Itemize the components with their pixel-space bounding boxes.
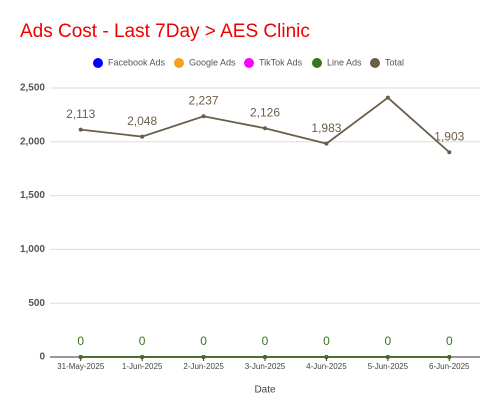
legend-marker [312,58,322,68]
point [447,150,452,155]
y-tick-label: 500 [28,298,45,309]
data-label: 2,113 [66,107,95,121]
point [263,355,267,359]
point [385,95,390,100]
point [78,127,83,132]
data-label: 0 [323,334,330,348]
legend-marker [93,58,103,68]
point [78,355,83,359]
data-label: 0 [385,334,392,348]
legend-label: Total [385,57,404,67]
x-tick-label: 3-Jun-2025 [245,362,286,371]
data-label: 2,048 [127,114,157,128]
point [140,355,145,359]
data-label: 1,983 [311,121,341,135]
point [140,134,145,139]
data-label: 2,126 [250,105,280,119]
y-tick-label: 0 [39,352,45,363]
y-tick-label: 2,500 [20,83,45,94]
point [201,355,206,359]
y-tick-label: 1,500 [20,190,45,201]
data-label: 2,237 [189,93,219,107]
data-label: 0 [262,334,269,348]
x-tick-label: 2-Jun-2025 [183,362,224,371]
legend-label: Google Ads [189,57,236,67]
data-label: 1,903 [434,129,464,143]
data-label: 0 [139,334,146,348]
x-axis-title: Date [254,385,276,396]
x-tick-label: 6-Jun-2025 [429,362,470,371]
point [324,141,329,146]
legend-label: Facebook Ads [108,57,166,67]
x-tick-label: 1-Jun-2025 [122,362,163,371]
x-tick-label: 31-May-2025 [57,362,105,371]
legend-marker [370,58,380,68]
data-label: 0 [77,334,84,348]
y-tick-label: 1,000 [20,244,45,255]
x-tick-label: 4-Jun-2025 [306,362,347,371]
point [385,355,390,359]
data-label: 0 [200,334,207,348]
point [447,355,452,359]
legend-marker [244,58,254,68]
point [201,114,206,119]
chart-title: Ads Cost - Last 7Day > AES Clinic [20,21,310,42]
legend-label: TikTok Ads [259,57,303,67]
x-tick-label: 5-Jun-2025 [368,362,409,371]
data-label: 0 [446,334,453,348]
legend-label: Line Ads [327,57,362,67]
y-tick-label: 2,000 [20,136,45,147]
point [263,126,267,131]
point [324,355,329,359]
legend-marker [174,58,184,68]
